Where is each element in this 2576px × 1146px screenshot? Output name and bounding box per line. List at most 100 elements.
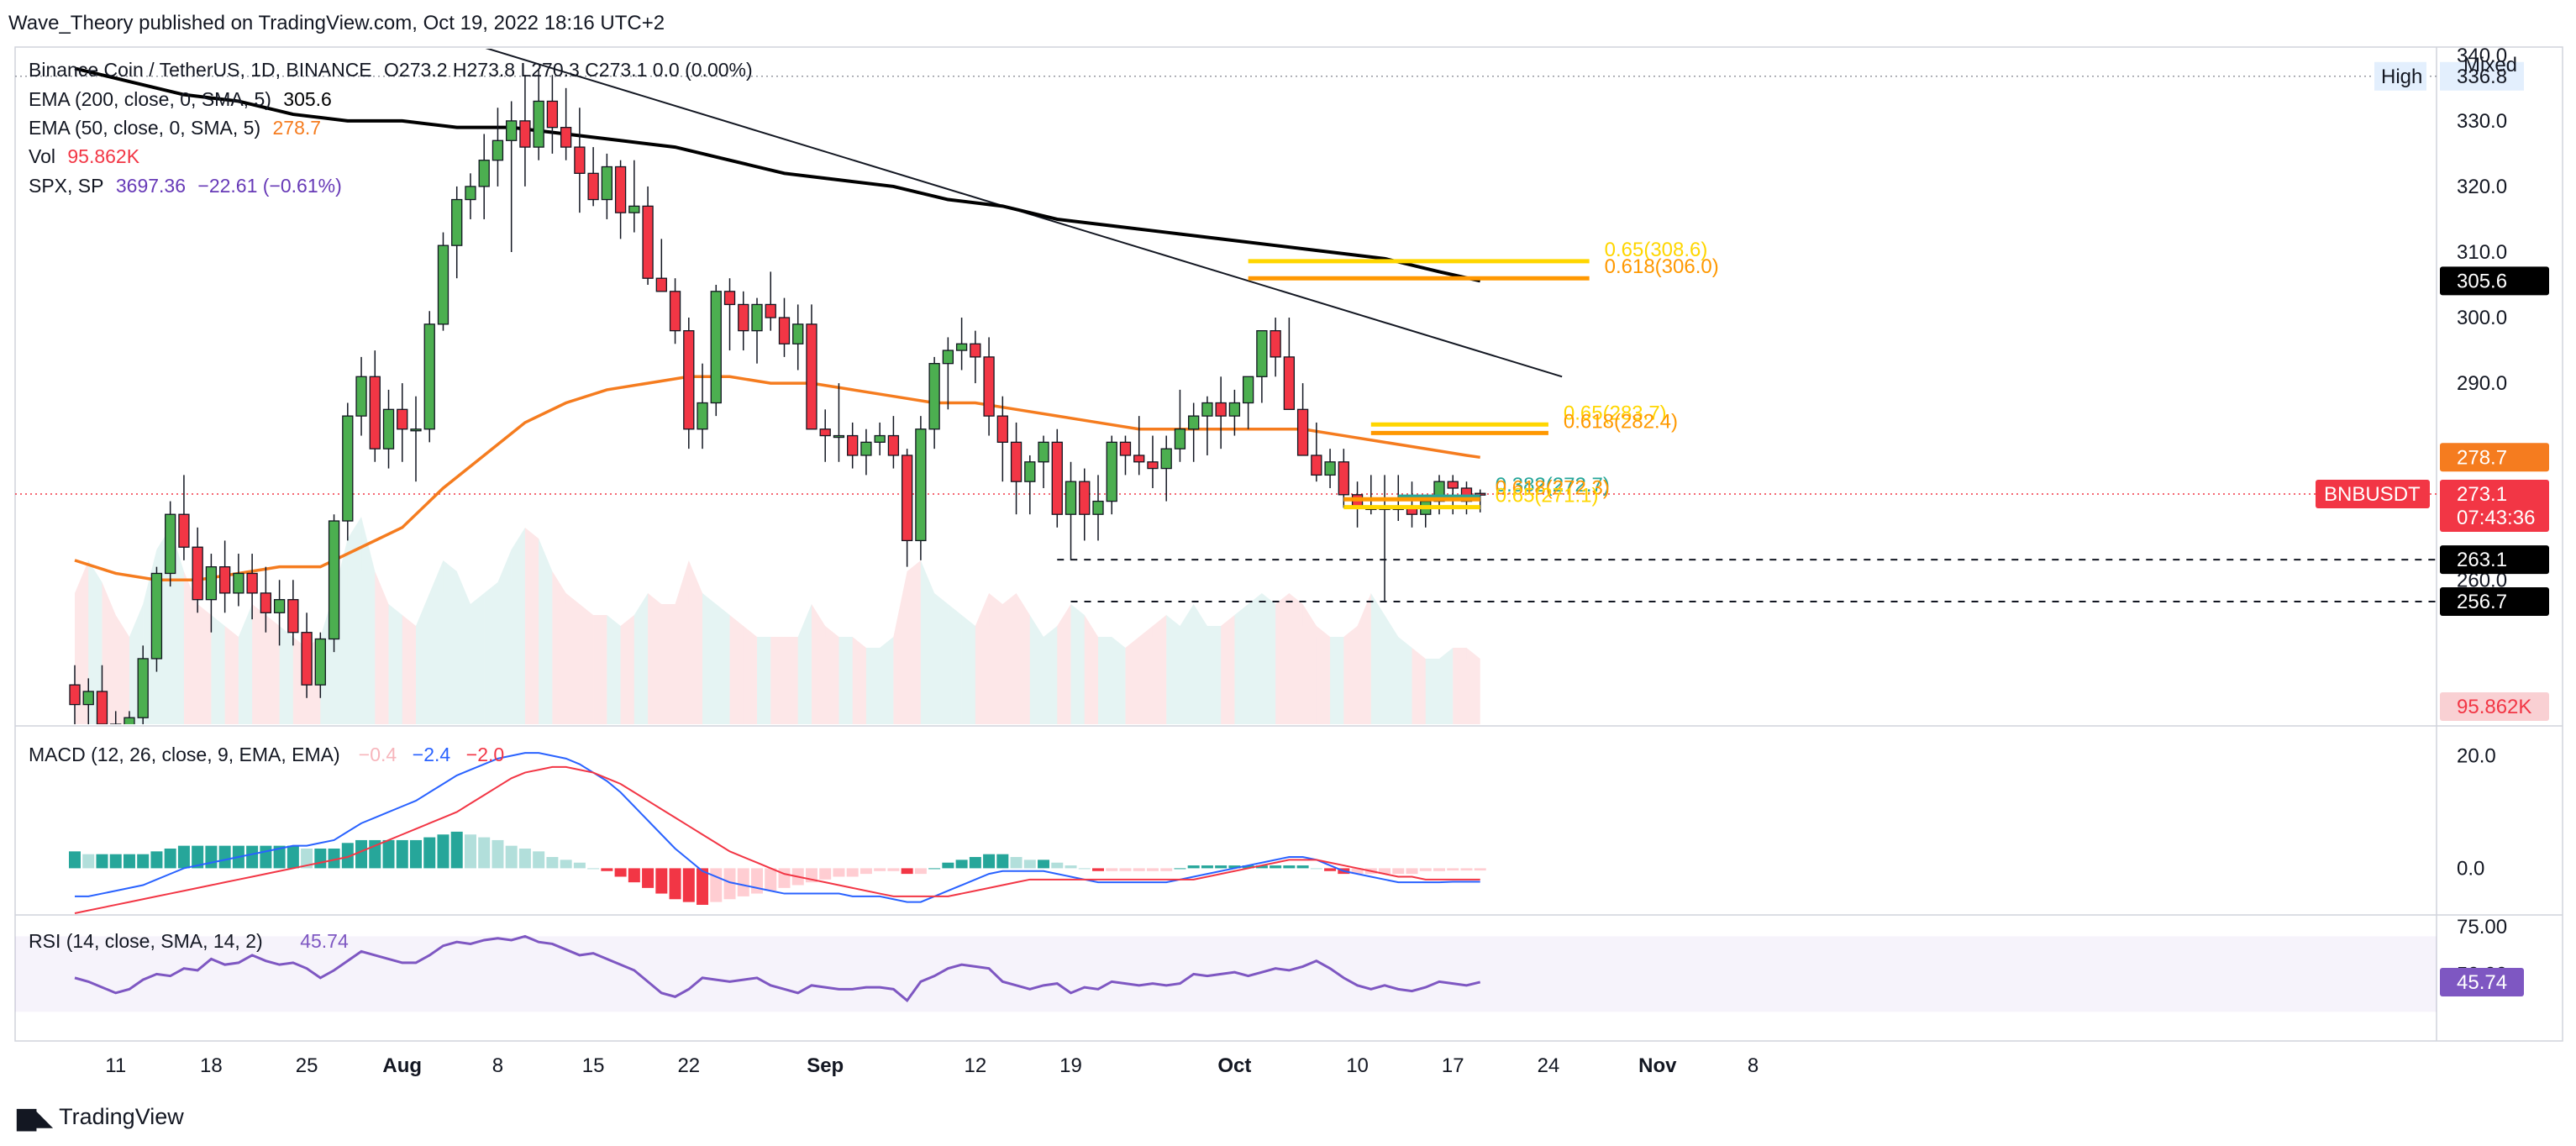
price-axis-tick: 310.0 [2457, 241, 2507, 264]
macd-histogram-bar [983, 854, 996, 869]
macd-histogram-bar [996, 854, 1009, 869]
macd-histogram-bar [955, 860, 968, 869]
volume-area-segment [633, 593, 649, 724]
legend-spx[interactable]: SPX, SP 3697.36 −22.61 (−0.61%) [29, 175, 349, 197]
footer-brand[interactable]: ▆◣ TradingView [17, 1102, 184, 1132]
legend-ema200[interactable]: EMA (200, close, 0, SMA, 5) 305.6 [29, 88, 339, 111]
macd-histogram-bar [1460, 868, 1473, 871]
volume-area-segment [1112, 637, 1126, 724]
time-axis-tick: Nov [1638, 1054, 1677, 1077]
macd-axis-tick: 20.0 [2457, 744, 2496, 767]
scale-mode-label[interactable]: Mixed [2463, 54, 2518, 76]
macd-histogram-bar [150, 851, 163, 869]
volume-area-segment [1207, 626, 1222, 724]
candle-body [614, 166, 627, 213]
volume-area-segment [1125, 637, 1139, 724]
macd-histogram-bar [1023, 860, 1036, 869]
price-axis-label-text: 336.8 [2457, 66, 2507, 88]
volume-area-segment [1098, 637, 1112, 724]
volume-area-segment [565, 593, 580, 724]
candle-body [82, 691, 94, 706]
candle-body [506, 120, 518, 141]
rsi-pane [15, 934, 2437, 1012]
volume-area-segment [388, 604, 402, 724]
macd-histogram-bar [192, 845, 204, 869]
price-axis-tick: 330.0 [2457, 110, 2507, 133]
legend-vol[interactable]: Vol 95.862K [29, 145, 146, 168]
candle-body [218, 566, 231, 594]
macd-histogram-bar [287, 845, 299, 869]
candle-body [697, 402, 708, 430]
macd-histogram-bar [1270, 865, 1282, 869]
macd-histogram-bar [123, 854, 135, 869]
volume-area-segment [797, 604, 812, 724]
macd-histogram-bar [928, 868, 941, 870]
candle-body [478, 160, 490, 187]
volume-area-segment [1425, 659, 1439, 724]
candle-body [955, 343, 968, 351]
macd-pane [69, 752, 1486, 914]
time-axis-tick: Sep [807, 1054, 844, 1077]
volume-area-segment [1193, 604, 1207, 724]
candle-body [1242, 376, 1254, 404]
macd-histogram-bar [410, 839, 422, 869]
legend-ema50[interactable]: EMA (50, close, 0, SMA, 5) 278.7 [29, 117, 328, 139]
symbol-label-text: BNBUSDT [2324, 483, 2421, 506]
rsi-axis-value-box [2440, 967, 2524, 996]
volume-area-segment [1044, 626, 1058, 724]
macd-histogram-bar [1406, 868, 1418, 875]
volume-area-segment [1453, 648, 1467, 724]
macd-legend-value: −2.4 [413, 744, 451, 765]
legend-ohlc: O273.2 H273.8 L270.3 C273.1 0.0 (0.00%) [384, 59, 753, 81]
macd-histogram-bar [901, 868, 913, 875]
volume-area-segment [948, 604, 962, 724]
macd-histogram-bar [1065, 865, 1077, 869]
macd-histogram-bar [1133, 868, 1145, 871]
candle-body [874, 434, 886, 443]
price-axis-label-text: 95.862K [2457, 696, 2531, 718]
chart-frame [14, 46, 2563, 1042]
fib-level-label: 0.65(271.1) [1496, 485, 1599, 507]
volume-area-segment [1166, 615, 1180, 724]
volume-area-segment [402, 615, 416, 724]
time-axis-tick: 10 [1346, 1054, 1369, 1077]
macd-histogram-bar [478, 837, 491, 869]
volume-area-segment [1412, 648, 1426, 724]
candle-body [847, 434, 859, 456]
time-axis-tick: 19 [1059, 1054, 1082, 1077]
macd-histogram-bar [518, 848, 531, 869]
price-axis-label-price [2440, 480, 2549, 509]
volume-area-segment [265, 615, 280, 724]
macd-line [75, 752, 1480, 903]
candle-body [1051, 441, 1063, 515]
volume-area-segment [1261, 593, 1276, 724]
macd-histogram-bar [355, 839, 368, 869]
macd-histogram-bar [492, 839, 504, 869]
macd-histogram-bar [874, 868, 886, 871]
candle-body [574, 146, 586, 174]
ema50-line [74, 375, 1480, 582]
candle-body [1106, 441, 1117, 502]
macd-histogram-bar [751, 868, 763, 894]
fib-level-label: 0.65(308.6) [1605, 239, 1708, 261]
macd-histogram-bar [1038, 860, 1050, 869]
volume-area-segment [75, 560, 89, 724]
volume-area-segment [456, 571, 471, 724]
volume-area-segment [757, 637, 771, 724]
candle-body [165, 513, 176, 575]
legend-ema50-label: EMA (50, close, 0, SMA, 5) [29, 117, 261, 139]
candle-body [69, 684, 81, 706]
macd-histogram-bar [655, 868, 668, 894]
volume-area-segment [102, 582, 116, 724]
macd-histogram-bar [846, 868, 859, 877]
macd-histogram-bar [464, 834, 476, 869]
candle-body [655, 277, 667, 292]
volume-area-segment [593, 615, 607, 724]
macd-histogram-bar [942, 862, 954, 869]
volume-area-segment [238, 604, 253, 724]
macd-histogram-bar [669, 868, 681, 900]
macd-histogram-bar [82, 854, 95, 869]
macd-histogram-bar [1379, 868, 1391, 875]
candle-body [723, 291, 736, 306]
